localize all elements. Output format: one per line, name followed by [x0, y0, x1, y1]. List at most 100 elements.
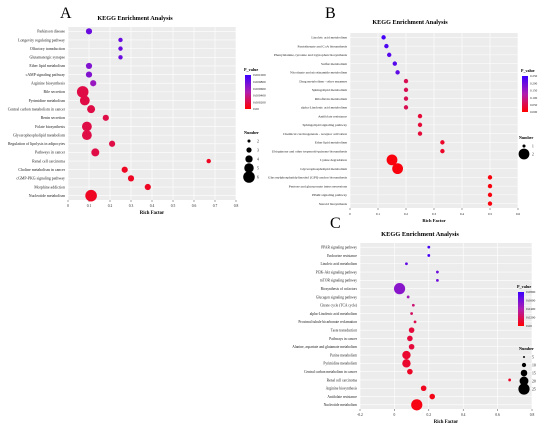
data-point	[417, 131, 423, 136]
data-point	[85, 62, 93, 70]
data-point	[85, 189, 97, 202]
category-label: Olfactory transduction	[30, 47, 65, 51]
size-legend-label: 15	[532, 371, 536, 375]
data-point	[410, 312, 413, 315]
category-label: Linoleic acid metabolism	[311, 36, 347, 40]
category-label: mTOR signaling pathway	[320, 279, 357, 283]
data-point	[87, 105, 96, 114]
panel-a: A KEGG Enrichment Analysis Parkinson disea…	[8, 5, 266, 216]
category-label: Renal cell carcinoma	[327, 378, 358, 382]
data-point	[487, 201, 493, 206]
category-label: Glycosylphosphatidylinositol (GPI)-ancho…	[268, 176, 348, 180]
x-tick-label: 0	[67, 204, 69, 208]
panel-c: C KEGG Enrichment Analysis PPAR signaling …	[292, 215, 536, 425]
size-legend-dot	[518, 383, 530, 395]
size-legend-label: 3	[257, 148, 259, 152]
size-legend-dot	[522, 144, 526, 148]
color-legend-tick: 0.100	[530, 96, 538, 100]
category-label: Sphingolipid signaling pathway	[302, 123, 347, 127]
x-tick-label: 0.4	[150, 204, 155, 208]
size-legend-label: 25	[532, 387, 536, 391]
size-legend-label: 20	[532, 379, 536, 383]
panel-label-a: A	[60, 5, 72, 22]
data-point	[102, 114, 109, 121]
category-label: Antifolate resistance	[318, 114, 347, 118]
category-label: Drug metabolism - other enzymes	[299, 79, 347, 83]
category-label: Renal cell carcinoma	[32, 159, 65, 163]
category-label: PI3K-Akt signaling pathway	[316, 270, 358, 274]
color-legend-tick: 0.001000	[253, 73, 266, 77]
category-label: Citrate cycle (TCA cycle)	[320, 304, 358, 308]
color-bar-a	[245, 75, 251, 109]
data-point	[406, 295, 410, 299]
color-legend-tick: 0.200	[530, 81, 538, 85]
color-legend-title-b: P_value	[521, 68, 535, 73]
category-label: Proximal tubule bicarbonate reclamation	[298, 320, 357, 324]
size-legend-dot	[523, 356, 525, 358]
data-point	[121, 166, 128, 173]
data-point	[417, 122, 423, 128]
data-point	[411, 303, 415, 307]
category-label: Pantothenate and CoA biosynthesis	[298, 44, 348, 48]
data-point	[436, 278, 439, 282]
category-label: Sphingolipid metabolism	[312, 88, 348, 92]
panel-b: B KEGG Enrichment Analysis Linoleic acid m…	[268, 5, 538, 223]
data-point	[387, 52, 392, 58]
data-point	[127, 175, 135, 182]
data-point	[206, 158, 211, 164]
size-legend-title-b: Number	[519, 135, 533, 140]
x-tick-label: 0.6	[516, 212, 521, 216]
data-point	[420, 385, 427, 392]
category-label: Pathways in cancer	[329, 337, 358, 341]
data-point	[381, 35, 386, 40]
data-point	[411, 399, 423, 411]
category-label: Nucleotide metabolism	[324, 403, 358, 407]
x-tick-label: 0.8	[234, 204, 239, 208]
x-tick-label: 0.2	[427, 413, 432, 417]
data-point	[386, 154, 398, 166]
category-label: Ether lipid metabolism	[29, 64, 65, 68]
x-tick-label: -0.2	[357, 413, 363, 417]
color-legend-tick: 0.250	[530, 74, 538, 78]
data-point	[79, 95, 90, 106]
data-point	[440, 140, 445, 145]
x-tick-label: 0.6	[495, 413, 500, 417]
category-label: Folate biosynthesis	[35, 125, 65, 129]
data-point	[402, 350, 411, 360]
size-legend-label: 5	[257, 166, 259, 170]
category-label: Renin secretion	[41, 116, 65, 120]
category-label: Chemical carcinogenesis - receptor activ…	[283, 132, 347, 136]
color-bar-c	[518, 292, 524, 326]
size-legend-dot	[520, 369, 528, 377]
data-point	[402, 359, 411, 368]
data-point	[392, 163, 403, 175]
x-tick-label: 0.7	[213, 204, 218, 208]
x-tick-label: 0.4	[461, 413, 466, 417]
category-label: PPAR signaling pathway	[312, 193, 347, 197]
category-label: Alanine, aspartate and glutamate metabol…	[292, 345, 357, 350]
data-point	[508, 378, 512, 382]
category-label: Parkinson disease	[37, 30, 65, 34]
size-legend-label: 5	[532, 355, 534, 359]
chart-title-c: KEGG Enrichment Analysis	[381, 231, 459, 238]
size-legend-dot	[243, 171, 255, 183]
color-legend-tick: 0.00	[526, 324, 532, 328]
x-tick-label: 0.1	[376, 212, 381, 216]
color-legend-tick: 0.0800	[526, 290, 536, 294]
size-legend-label: 2	[532, 152, 534, 156]
data-point	[403, 105, 409, 110]
color-legend-tick: 0.000	[530, 110, 538, 114]
color-legend-tick: 0.000600	[253, 87, 266, 91]
color-legend-title-a: P_value	[244, 67, 258, 72]
panel-label-c: C	[330, 215, 341, 232]
color-legend-tick: 0.000800	[253, 80, 266, 84]
data-point	[90, 80, 97, 87]
data-point	[76, 86, 89, 98]
data-point	[82, 121, 92, 132]
data-point	[118, 37, 123, 43]
data-point	[118, 46, 123, 51]
data-point	[436, 270, 439, 274]
data-point	[85, 71, 93, 78]
chart-title-a: KEGG Enrichment Analysis	[97, 15, 173, 22]
